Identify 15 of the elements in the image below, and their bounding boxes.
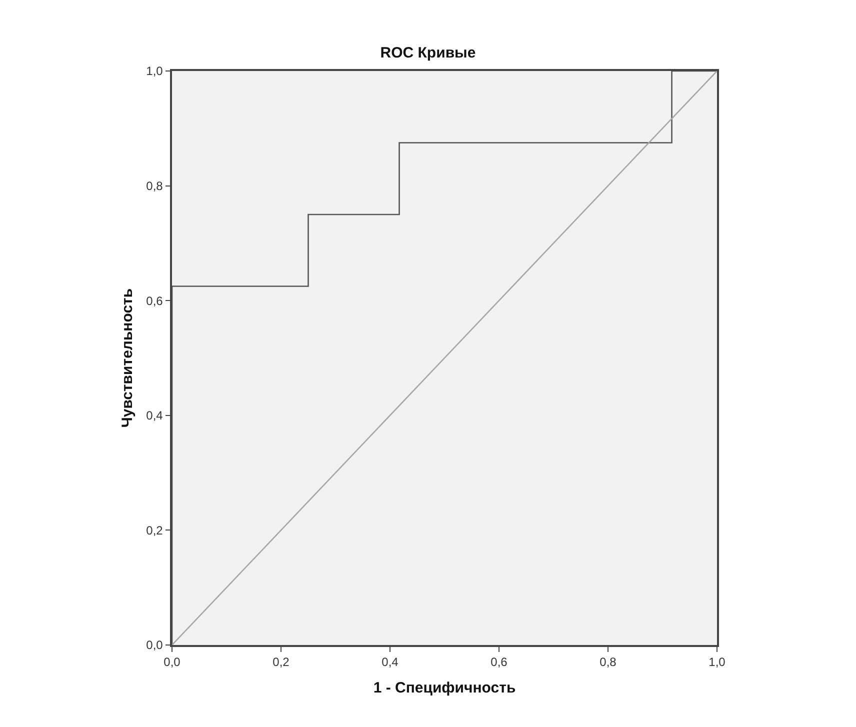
y-tick-label: 0,8 bbox=[146, 179, 164, 193]
x-tick-label: 0,4 bbox=[382, 655, 399, 670]
x-tick-label: 0,0 bbox=[164, 655, 181, 670]
y-tick-label: 1,0 bbox=[146, 64, 164, 78]
y-tick-label: 0,6 bbox=[146, 294, 164, 308]
chart-title: ROC Кривые bbox=[380, 44, 476, 62]
y-tick-label: 0,2 bbox=[146, 523, 164, 538]
x-tick-label: 1,0 bbox=[708, 655, 726, 670]
y-axis-title: Чувствительность bbox=[118, 288, 136, 428]
y-tick-label: 0,4 bbox=[146, 408, 164, 423]
x-tick-label: 0,2 bbox=[272, 655, 290, 670]
y-tick-label: 0,0 bbox=[146, 638, 164, 652]
x-tick-label: 0,8 bbox=[600, 655, 617, 670]
x-axis-title: 1 - Специфичность bbox=[373, 680, 516, 697]
x-tick-label: 0,6 bbox=[490, 655, 508, 670]
